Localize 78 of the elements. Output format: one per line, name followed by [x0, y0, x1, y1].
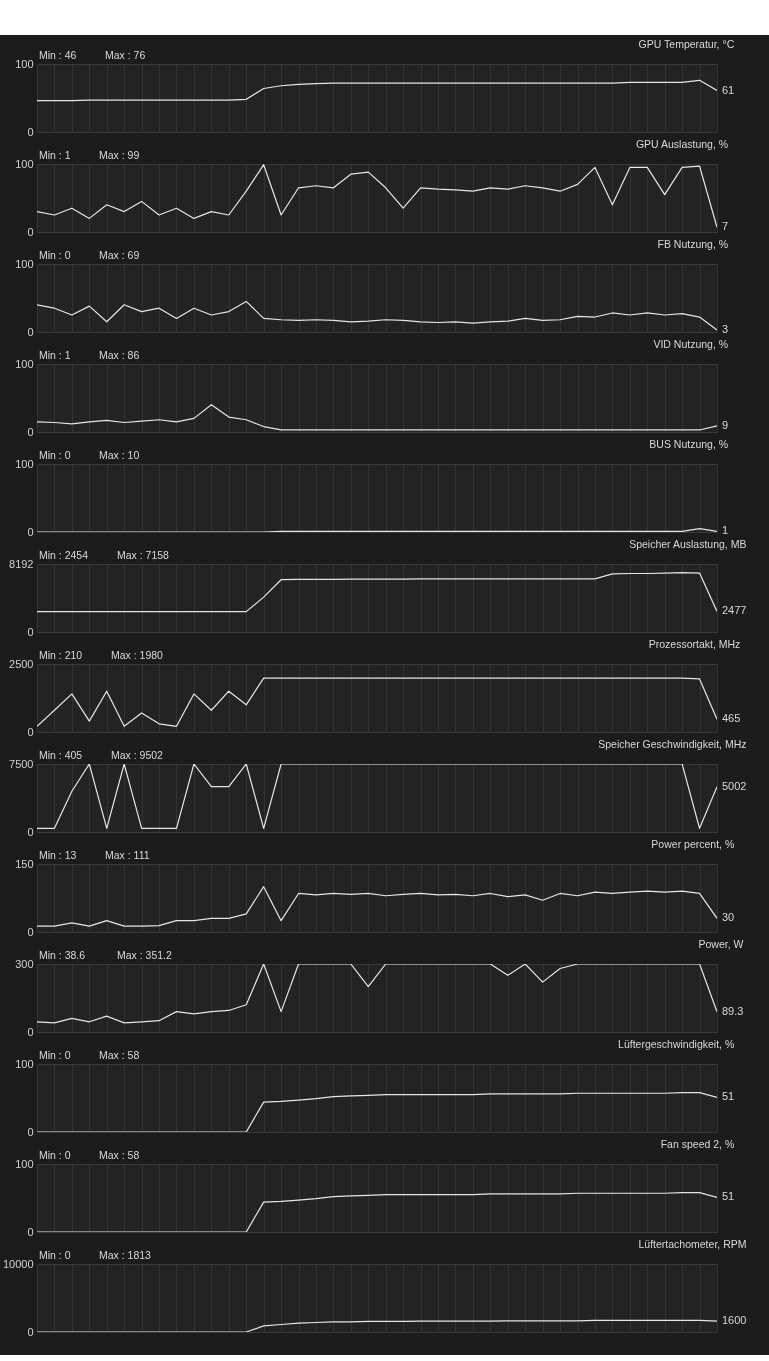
- text: Min : 13: [39, 849, 77, 861]
- text: Max : 10: [99, 449, 140, 461]
- y-tick-label: 100: [15, 57, 34, 70]
- chart-title: FB Nutzung, %: [657, 237, 729, 250]
- y-tick-label: 0: [27, 725, 34, 738]
- y-tick-label: 150: [15, 857, 34, 870]
- y-tick-label: 7500: [9, 757, 34, 770]
- text: Max : 69: [99, 249, 140, 261]
- text: Max : 1813: [99, 1249, 152, 1261]
- text: Min : 46: [39, 49, 77, 61]
- chart-title: Speicher Geschwindigkeit, MHz: [598, 737, 747, 750]
- chart-title: BUS Nutzung, %: [649, 437, 729, 450]
- chart-title: Lüftergeschwindigkeit, %: [618, 1037, 735, 1050]
- text: Min : 2454: [39, 549, 89, 561]
- y-tick-label: 0: [27, 325, 34, 338]
- y-tick-label: 0: [27, 925, 34, 938]
- text: 1600: [722, 1314, 747, 1327]
- chart-title: Power percent, %: [651, 837, 735, 850]
- chart-title: Lüftertachometer, RPM: [638, 1237, 747, 1250]
- text: 61: [722, 83, 735, 96]
- chart-title: Fan speed 2, %: [660, 1137, 735, 1150]
- text: Max : 76: [105, 49, 146, 61]
- y-tick-label: 0: [27, 225, 34, 238]
- text: 5002: [722, 779, 747, 792]
- text: Max : 58: [99, 1149, 140, 1161]
- text: Max : 58: [99, 1049, 140, 1061]
- text: 89.3: [722, 1004, 744, 1017]
- y-tick-label: 300: [15, 957, 34, 970]
- chart-title: Speicher Auslastung, MB: [629, 537, 747, 550]
- chart-title: Power, W: [698, 937, 744, 950]
- y-tick-label: 8192: [9, 557, 34, 570]
- text: Min : 0: [39, 1149, 71, 1161]
- y-tick-label: 100: [15, 257, 34, 270]
- text: Max : 86: [99, 349, 140, 361]
- text: Max : 9502: [111, 749, 164, 761]
- text: 51: [722, 1090, 735, 1103]
- chart-title: VID Nutzung, %: [653, 337, 729, 350]
- y-tick-label: 100: [15, 1057, 34, 1070]
- text: 9: [722, 418, 729, 431]
- y-tick-label: 0: [27, 1225, 34, 1238]
- text: 7: [722, 220, 729, 233]
- y-tick-label: 2500: [9, 657, 34, 670]
- chart-title: Prozessortakt, MHz: [648, 637, 741, 650]
- chart-title: GPU Auslastung, %: [635, 137, 729, 150]
- text: 3: [722, 322, 729, 335]
- text: 30: [722, 911, 735, 924]
- y-tick-label: 0: [27, 825, 34, 838]
- text: 51: [722, 1190, 735, 1203]
- chart-title: GPU Temperatur, °C: [638, 37, 735, 50]
- y-tick-label: 10000: [2, 1257, 34, 1270]
- y-tick-label: 0: [27, 1325, 34, 1338]
- text: Min : 0: [39, 249, 71, 261]
- text: 465: [722, 712, 741, 725]
- text: Max : 111: [105, 849, 150, 861]
- text: Min : 210: [39, 649, 83, 661]
- text: Min : 38.6: [39, 949, 86, 961]
- y-tick-label: 100: [15, 457, 34, 470]
- text: 2477: [722, 604, 747, 617]
- y-tick-label: 0: [27, 1025, 34, 1038]
- y-tick-label: 0: [27, 525, 34, 538]
- text: Min : 1: [39, 149, 71, 161]
- text: Max : 99: [99, 149, 140, 161]
- y-tick-label: 0: [27, 1125, 34, 1138]
- text: Min : 405: [39, 749, 83, 761]
- text: Min : 0: [39, 449, 71, 461]
- y-tick-label: 100: [15, 357, 34, 370]
- text: Min : 0: [39, 1049, 71, 1061]
- text: Min : 1: [39, 349, 71, 361]
- text: Max : 1980: [111, 649, 164, 661]
- text: Min : 0: [39, 1249, 71, 1261]
- y-tick-label: 0: [27, 425, 34, 438]
- text: Max : 351.2: [117, 949, 173, 961]
- y-tick-label: 0: [27, 625, 34, 638]
- text: 1: [722, 524, 729, 537]
- y-tick-label: 0: [27, 125, 34, 138]
- text: Max : 7158: [117, 549, 170, 561]
- y-tick-label: 100: [15, 157, 34, 170]
- y-tick-label: 100: [15, 1157, 34, 1170]
